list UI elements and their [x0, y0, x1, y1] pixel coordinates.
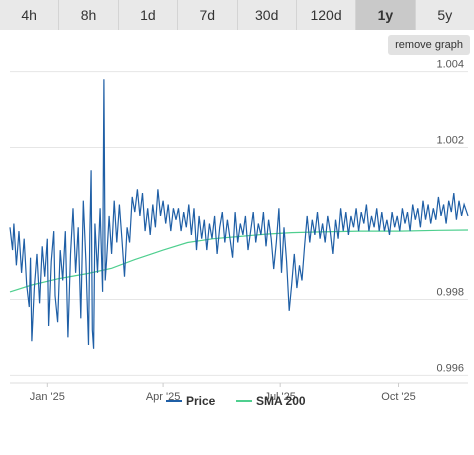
tab-8h[interactable]: 8h: [59, 0, 119, 30]
x-tick-label: Jul '25: [264, 391, 295, 403]
y-tick-label: 0.998: [436, 286, 464, 298]
series-line-price: [9, 79, 469, 349]
chart-grid: [10, 71, 468, 384]
tab-4h[interactable]: 4h: [0, 0, 60, 30]
remove-graph-button[interactable]: remove graph: [388, 35, 470, 55]
tab-5y[interactable]: 5y: [415, 0, 474, 30]
series-line-sma-200: [9, 229, 469, 293]
x-tick-label: Oct '25: [381, 391, 416, 403]
chart-legend[interactable]: Price SMA 200: [166, 394, 306, 408]
y-tick-label: 1.004: [436, 59, 464, 71]
tab-1d[interactable]: 1d: [118, 0, 179, 30]
x-axis-ticks: Jan '25 Apr '25 Jul '25 Oct '25: [30, 383, 416, 403]
legend-label-price: Price: [186, 394, 216, 408]
y-tick-label: 0.996: [436, 362, 464, 374]
tab-30d[interactable]: 30d: [237, 0, 297, 30]
y-axis-ticks: 0.996 0.998 1.002 1.004: [436, 59, 464, 375]
legend-item-price[interactable]: Price: [166, 394, 216, 408]
timeframe-tabs: 4h 8h 1d 7d 30d 120d 1y 5y: [0, 0, 474, 30]
tab-1y[interactable]: 1y: [356, 0, 416, 30]
legend-item-sma-200[interactable]: SMA 200: [236, 394, 306, 408]
tab-120d[interactable]: 120d: [296, 0, 357, 30]
y-tick-label: 1.002: [436, 135, 464, 147]
legend-label-sma-200: SMA 200: [256, 394, 306, 408]
tab-7d[interactable]: 7d: [178, 0, 238, 30]
x-tick-label: Jan '25: [30, 391, 65, 403]
